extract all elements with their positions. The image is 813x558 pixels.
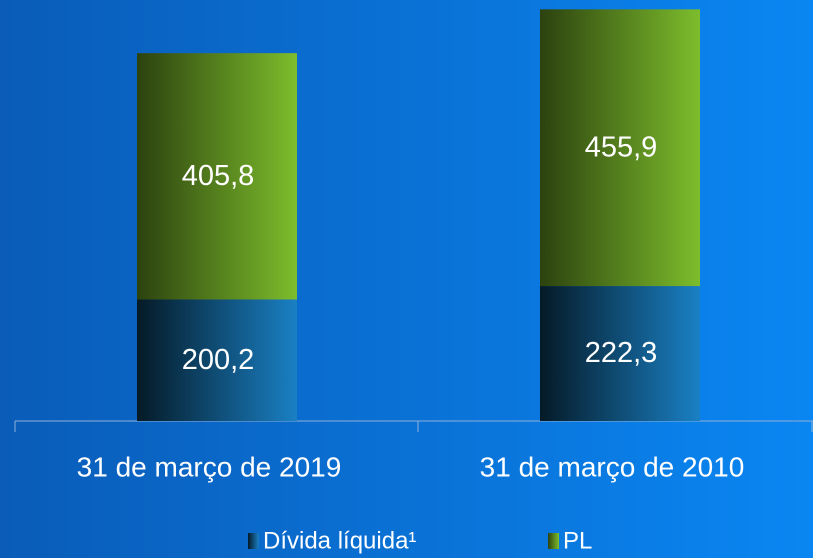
legend-swatch [548, 533, 559, 549]
x-tick-label: 31 de março de 2019 [77, 451, 342, 482]
legend-swatch [248, 533, 259, 549]
bar-segment [540, 286, 700, 421]
data-label: 222,3 [585, 337, 658, 369]
bar-segment [540, 9, 700, 287]
data-label: 200,2 [182, 344, 255, 376]
x-tick-label: 31 de março de 2010 [480, 451, 745, 482]
legend-label: Dívida líquida¹ [263, 527, 416, 554]
data-label: 405,8 [182, 160, 255, 192]
bar-segment [137, 53, 297, 300]
data-label: 455,9 [585, 131, 658, 163]
legend-label: PL [563, 527, 592, 554]
bar-segment [137, 299, 297, 421]
